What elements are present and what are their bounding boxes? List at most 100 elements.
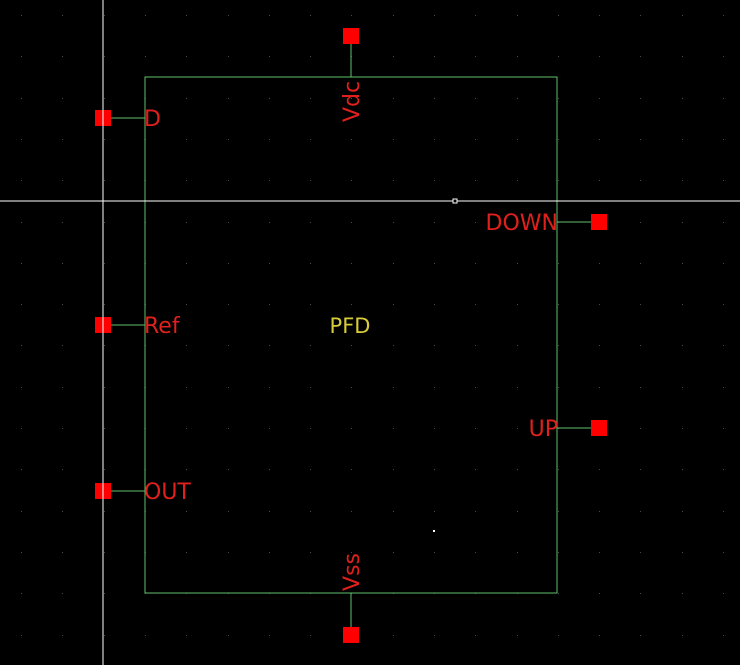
grid-dot: [682, 139, 683, 140]
grid-dot: [104, 345, 105, 346]
grid-dot: [145, 15, 146, 16]
grid-dot: [186, 56, 187, 57]
grid-dot: [475, 635, 476, 636]
grid-dot: [310, 180, 311, 181]
grid-dot: [475, 552, 476, 553]
grid-dot: [186, 98, 187, 99]
grid-dot: [393, 139, 394, 140]
grid-dot: [228, 98, 229, 99]
grid-dot: [599, 139, 600, 140]
grid-dot: [62, 263, 63, 264]
pin-square-up[interactable]: [591, 420, 607, 436]
grid-dot: [517, 304, 518, 305]
grid-dot: [62, 180, 63, 181]
grid-dot: [228, 304, 229, 305]
grid-dot: [393, 15, 394, 16]
grid-dot: [186, 469, 187, 470]
grid-dot: [682, 387, 683, 388]
grid-dot: [475, 469, 476, 470]
grid-dot: [475, 428, 476, 429]
grid-dot: [599, 98, 600, 99]
grid-dot: [599, 345, 600, 346]
grid-dot: [351, 15, 352, 16]
grid-dot: [558, 139, 559, 140]
grid-dot: [104, 635, 105, 636]
grid-dot: [723, 180, 724, 181]
grid-dot: [558, 387, 559, 388]
grid-dots: [21, 15, 724, 636]
grid-dot: [269, 222, 270, 223]
grid-dot: [558, 511, 559, 512]
grid-dot: [351, 387, 352, 388]
grid-dot: [434, 345, 435, 346]
grid-dot: [21, 428, 22, 429]
pin-square-vdc[interactable]: [343, 28, 359, 44]
grid-dot: [228, 222, 229, 223]
grid-dot: [393, 98, 394, 99]
grid-dot: [599, 15, 600, 16]
grid-dot: [640, 139, 641, 140]
grid-dot: [104, 552, 105, 553]
grid-dot: [682, 635, 683, 636]
grid-dot: [723, 222, 724, 223]
pin-square-vss[interactable]: [343, 627, 359, 643]
grid-dot: [393, 552, 394, 553]
grid-dot: [186, 304, 187, 305]
grid-dot: [62, 469, 63, 470]
pin-square-down[interactable]: [591, 214, 607, 230]
grid-dot: [475, 345, 476, 346]
grid-dot: [62, 139, 63, 140]
grid-dot: [62, 15, 63, 16]
grid-dot: [599, 56, 600, 57]
grid-dot: [517, 98, 518, 99]
grid-dot: [186, 180, 187, 181]
grid-dot: [434, 635, 435, 636]
grid-dot: [21, 511, 22, 512]
grid-dot: [351, 345, 352, 346]
grid-dot: [21, 56, 22, 57]
grid-dot: [682, 222, 683, 223]
grid-dot: [228, 511, 229, 512]
grid-dot: [21, 98, 22, 99]
grid-dot: [310, 263, 311, 264]
grid-dot: [640, 222, 641, 223]
grid-dot: [640, 387, 641, 388]
grid-dot: [145, 56, 146, 57]
grid-dot: [186, 15, 187, 16]
grid-dot: [393, 263, 394, 264]
grid-dot: [310, 387, 311, 388]
grid-dot: [475, 387, 476, 388]
grid-dot: [310, 345, 311, 346]
grid-dot: [228, 345, 229, 346]
grid-dot: [640, 56, 641, 57]
grid-dot: [104, 98, 105, 99]
pin-label-out: OUT: [144, 480, 191, 505]
grid-dot: [228, 387, 229, 388]
grid-dot: [723, 469, 724, 470]
grid-dot: [558, 345, 559, 346]
grid-dot: [21, 139, 22, 140]
grid-dot: [351, 428, 352, 429]
grid-dot: [62, 511, 63, 512]
grid-dot: [517, 635, 518, 636]
grid-dot: [104, 593, 105, 594]
grid-dot: [393, 345, 394, 346]
grid-dot: [228, 139, 229, 140]
grid-dot: [310, 552, 311, 553]
grid-dot: [269, 345, 270, 346]
grid-dot: [517, 139, 518, 140]
grid-dot: [640, 98, 641, 99]
grid-dot: [269, 469, 270, 470]
grid-dot: [104, 304, 105, 305]
grid-dot: [475, 180, 476, 181]
grid-dot: [269, 304, 270, 305]
grid-dot: [104, 222, 105, 223]
grid-dot: [558, 593, 559, 594]
grid-dot: [21, 222, 22, 223]
grid-dot: [310, 139, 311, 140]
pin-label-down: DOWN: [486, 211, 558, 236]
grid-dot: [186, 263, 187, 264]
grid-dot: [517, 387, 518, 388]
grid-dot: [351, 263, 352, 264]
